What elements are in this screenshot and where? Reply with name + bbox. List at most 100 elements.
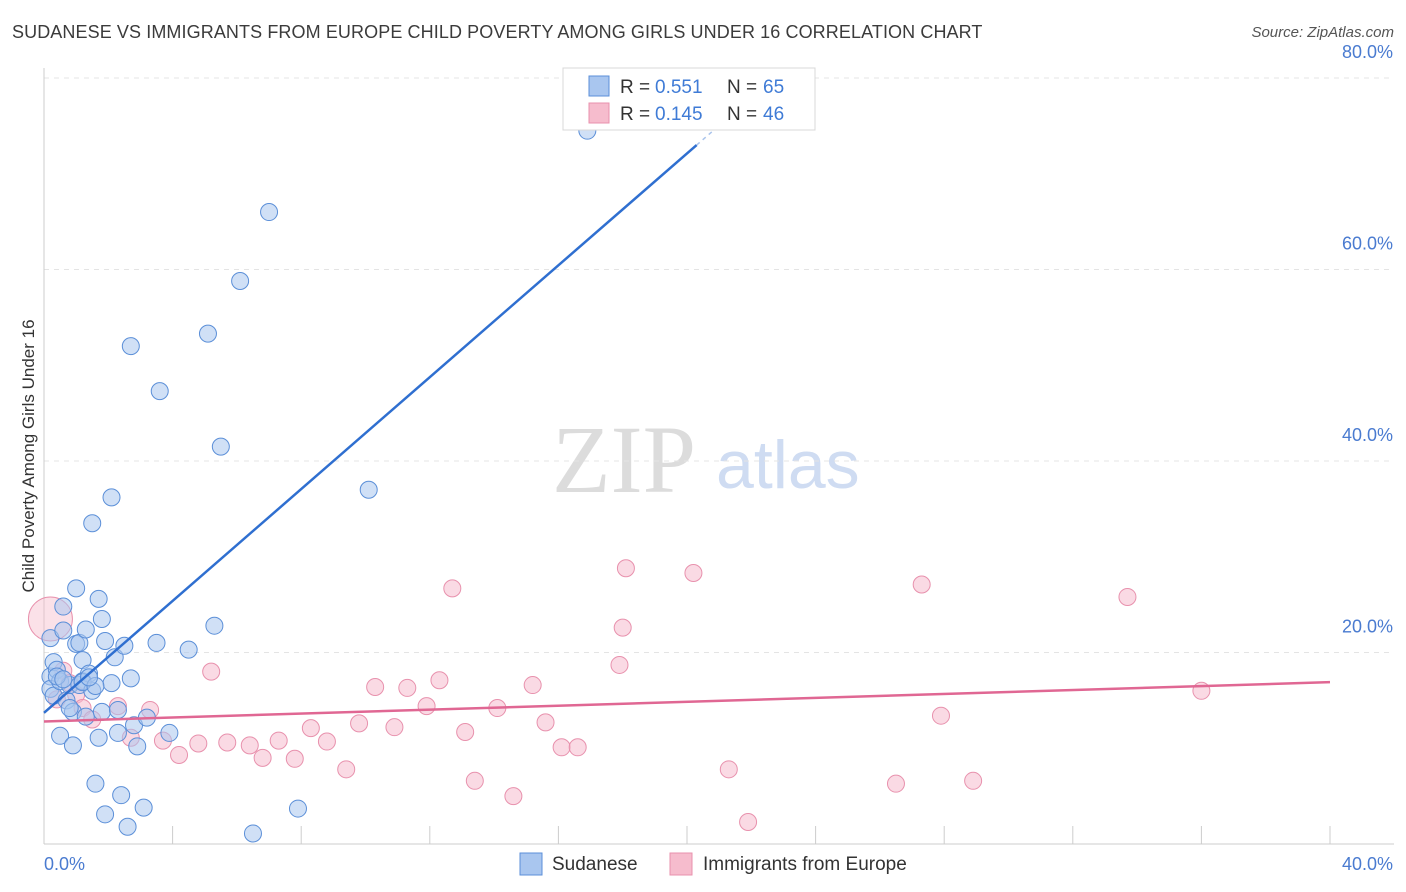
point-sudanese xyxy=(108,723,127,742)
y-tick-label: 80.0% xyxy=(1342,42,1393,62)
y-axis-label: Child Poverty Among Girls Under 16 xyxy=(19,319,38,592)
point-sudanese xyxy=(121,669,140,688)
legend-r-label-europe: R = xyxy=(620,104,650,125)
point-sudanese xyxy=(260,203,279,222)
point-immigrants-from-europe xyxy=(610,655,629,674)
point-immigrants-from-europe xyxy=(253,748,272,767)
point-sudanese xyxy=(60,699,79,718)
trend-line-immigrants-from-europe xyxy=(43,680,1331,723)
y-axis-tick-labels: 20.0% 40.0% 60.0% 80.0% xyxy=(1342,42,1393,637)
point-immigrants-from-europe xyxy=(1118,587,1137,606)
point-immigrants-from-europe xyxy=(170,745,189,764)
point-immigrants-from-europe xyxy=(240,736,259,755)
point-immigrants-from-europe xyxy=(398,678,417,697)
point-sudanese xyxy=(86,774,105,793)
legend-n-value-sudanese: 65 xyxy=(763,77,784,98)
point-sudanese xyxy=(92,702,111,721)
point-sudanese xyxy=(231,271,250,290)
point-immigrants-from-europe xyxy=(301,719,320,738)
point-immigrants-from-europe xyxy=(456,722,475,741)
point-sudanese xyxy=(89,728,108,747)
point-sudanese xyxy=(198,324,217,343)
legend-n-value-europe: 46 xyxy=(763,104,784,125)
point-sudanese xyxy=(121,337,140,356)
point-sudanese xyxy=(108,700,127,719)
x-tick-label-max: 40.0% xyxy=(1342,854,1393,874)
point-sudanese xyxy=(160,723,179,742)
point-immigrants-from-europe xyxy=(552,738,571,757)
point-sudanese xyxy=(211,437,230,456)
point-immigrants-from-europe xyxy=(739,812,758,831)
legend-swatch-europe xyxy=(588,102,610,124)
point-sudanese xyxy=(96,805,115,824)
bottom-legend-label-europe: Immigrants from Europe xyxy=(703,854,907,875)
gridlines xyxy=(44,77,1394,653)
point-immigrants-from-europe xyxy=(417,697,436,716)
point-immigrants-from-europe xyxy=(443,579,462,598)
point-sudanese xyxy=(288,799,307,818)
legend-n-label-sudanese: N = xyxy=(727,77,757,98)
point-sudanese xyxy=(115,636,134,655)
bottom-legend-swatch-europe xyxy=(669,852,693,876)
point-sudanese xyxy=(150,382,169,401)
point-immigrants-from-europe xyxy=(430,671,449,690)
point-sudanese xyxy=(92,609,111,628)
point-sudanese xyxy=(128,737,147,756)
point-immigrants-from-europe xyxy=(719,760,738,779)
point-immigrants-from-europe xyxy=(964,771,983,790)
y-tick-label: 20.0% xyxy=(1342,617,1393,637)
point-immigrants-from-europe xyxy=(385,718,404,737)
series-immigrants-from-europe xyxy=(27,559,1211,831)
point-immigrants-from-europe xyxy=(202,662,221,681)
bottom-legend-label-sudanese: Sudanese xyxy=(552,854,638,875)
point-sudanese xyxy=(359,480,378,499)
trend-line-sudanese xyxy=(43,144,698,714)
series-sudanese xyxy=(41,121,597,843)
point-immigrants-from-europe xyxy=(536,713,555,732)
point-immigrants-from-europe xyxy=(218,733,237,752)
legend-r-value-sudanese: 0.551 xyxy=(655,77,703,98)
legend-swatch-sudanese xyxy=(588,75,610,97)
point-sudanese xyxy=(63,736,82,755)
y-tick-label: 40.0% xyxy=(1342,425,1393,445)
point-immigrants-from-europe xyxy=(350,714,369,733)
point-immigrants-from-europe xyxy=(337,760,356,779)
point-sudanese xyxy=(83,514,102,533)
watermark-atlas: atlas xyxy=(716,427,860,503)
point-immigrants-from-europe xyxy=(269,731,288,750)
y-tick-label: 60.0% xyxy=(1342,234,1393,254)
legend-box: R = 0.551 N = 65 R = 0.145 N = 46 xyxy=(562,67,816,131)
point-immigrants-from-europe xyxy=(684,564,703,583)
point-sudanese xyxy=(102,488,121,507)
point-sudanese xyxy=(112,786,131,805)
point-immigrants-from-europe xyxy=(523,676,542,695)
point-sudanese xyxy=(147,633,166,652)
point-sudanese xyxy=(243,824,262,843)
legend-r-value-europe: 0.145 xyxy=(655,104,703,125)
point-immigrants-from-europe xyxy=(366,677,385,696)
point-sudanese xyxy=(102,674,121,693)
legend-r-label-sudanese: R = xyxy=(620,77,650,98)
bottom-legend-swatch-sudanese xyxy=(519,852,543,876)
point-immigrants-from-europe xyxy=(912,575,931,594)
point-sudanese xyxy=(118,817,137,836)
point-sudanese xyxy=(54,597,73,616)
point-immigrants-from-europe xyxy=(613,618,632,637)
point-sudanese xyxy=(54,670,73,689)
point-immigrants-from-europe xyxy=(285,749,304,768)
point-sudanese xyxy=(51,726,70,745)
source-label: Source: ZipAtlas.com xyxy=(1251,24,1394,41)
point-sudanese xyxy=(54,621,73,640)
point-sudanese xyxy=(67,579,86,598)
point-immigrants-from-europe xyxy=(317,732,336,751)
point-immigrants-from-europe xyxy=(465,771,484,790)
point-sudanese xyxy=(76,707,95,726)
watermark-zip: ZIP xyxy=(552,406,696,513)
point-sudanese xyxy=(76,620,95,639)
point-immigrants-from-europe xyxy=(931,706,950,725)
x-axis-ticks xyxy=(43,826,1331,844)
chart-title: SUDANESE VS IMMIGRANTS FROM EUROPE CHILD… xyxy=(12,22,983,42)
point-sudanese xyxy=(89,589,108,608)
point-sudanese xyxy=(134,798,153,817)
